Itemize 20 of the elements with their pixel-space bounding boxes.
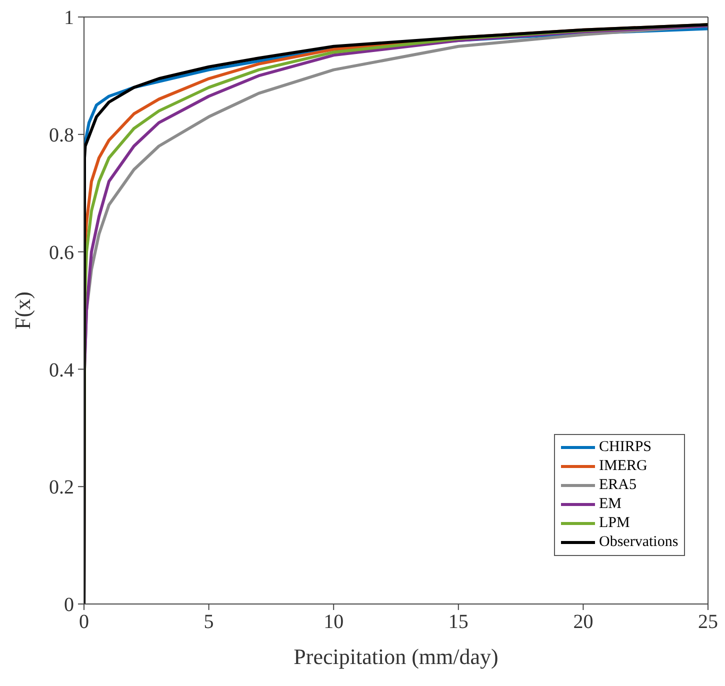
y-tick-label: 0.4	[49, 359, 74, 382]
y-axis-title: F(x)	[10, 292, 35, 330]
y-tick-label: 0	[64, 594, 74, 616]
legend-label: Observations	[599, 533, 678, 552]
x-tick-label: 20	[573, 611, 594, 634]
legend-label: LPM	[599, 514, 630, 533]
y-tick-label: 1	[64, 7, 74, 30]
legend-label: CHIRPS	[599, 438, 652, 457]
x-tick-label: 0	[79, 611, 89, 634]
x-tick-label: 25	[698, 611, 718, 634]
y-tick-label: 0.6	[49, 242, 74, 264]
legend-label: IMERG	[599, 457, 648, 476]
x-axis-title: Precipitation (mm/day)	[294, 644, 498, 669]
legend-label: ERA5	[599, 476, 636, 495]
y-tick-label: 0.8	[49, 124, 74, 146]
x-tick-label: 15	[448, 611, 468, 634]
x-tick-label: 5	[204, 611, 214, 634]
y-tick-label: 0.2	[49, 476, 74, 499]
legend-label: EM	[599, 495, 622, 514]
x-tick-label: 10	[324, 611, 344, 634]
